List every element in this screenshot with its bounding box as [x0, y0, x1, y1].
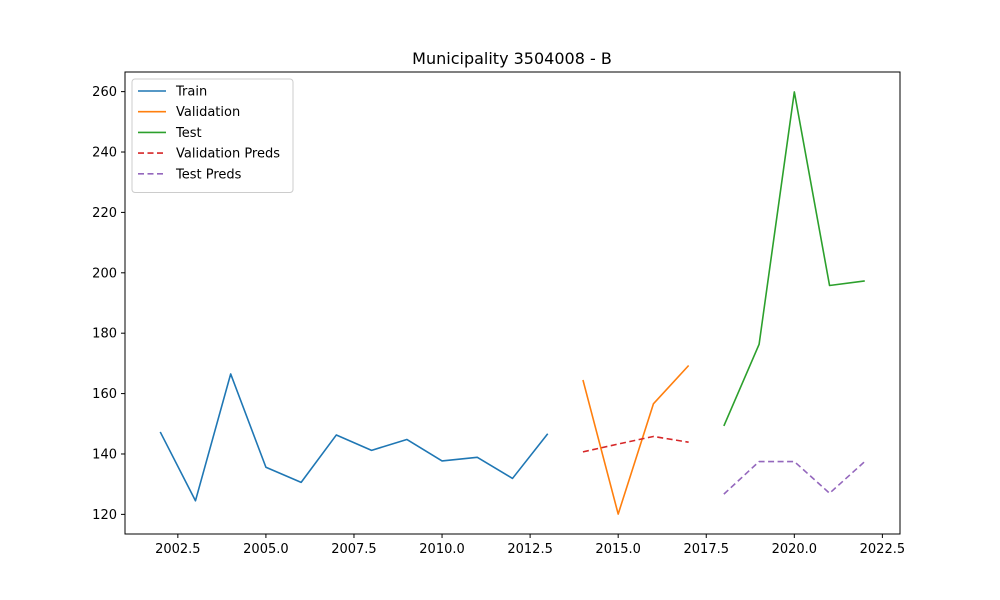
y-tick-label: 180 [92, 327, 117, 342]
x-tick-label: 2022.5 [860, 542, 906, 557]
axes-layer: 2002.5 2005.0 2007.5 2010.0 2012.5 2015.0 2017… [92, 85, 905, 557]
series-line-test [723, 91, 865, 427]
legend-label-validation-preds: Validation Preds [176, 147, 280, 162]
legend-label-train: Train [175, 85, 207, 100]
chart-title: Municipality 3504008 - B [412, 49, 612, 68]
x-tick-label: 2005.0 [243, 542, 289, 557]
x-tick-label: 2012.5 [507, 542, 553, 557]
y-tick-label: 240 [92, 146, 117, 161]
y-tick-label: 120 [92, 508, 117, 523]
y-tick-label: 140 [92, 447, 117, 462]
series-line-validation [582, 364, 690, 515]
x-tick-label: 2010.0 [419, 542, 465, 557]
series-layer [159, 91, 866, 515]
x-tick-label: 2017.5 [684, 542, 730, 557]
legend: Train Validation Test Validation Preds Test … [131, 78, 294, 193]
legend-label-test-preds: Test Preds [175, 167, 242, 182]
x-tick-label: 2007.5 [331, 542, 377, 557]
legend-label-validation: Validation [176, 105, 240, 120]
series-line-train [159, 373, 549, 502]
y-tick-label: 220 [92, 206, 117, 221]
y-tick-label: 260 [92, 85, 117, 100]
x-tick-label: 2015.0 [595, 542, 641, 557]
legend-label-test: Test [175, 126, 202, 141]
series-line-validation-preds [582, 435, 689, 453]
y-tick-label: 200 [92, 266, 117, 281]
series-line-test-preds [723, 460, 866, 495]
y-tick-label: 160 [92, 387, 117, 402]
x-tick-label: 2002.5 [155, 542, 201, 557]
plot-frame [124, 71, 901, 535]
x-tick-label: 2020.0 [772, 542, 818, 557]
legend-box [131, 78, 294, 193]
